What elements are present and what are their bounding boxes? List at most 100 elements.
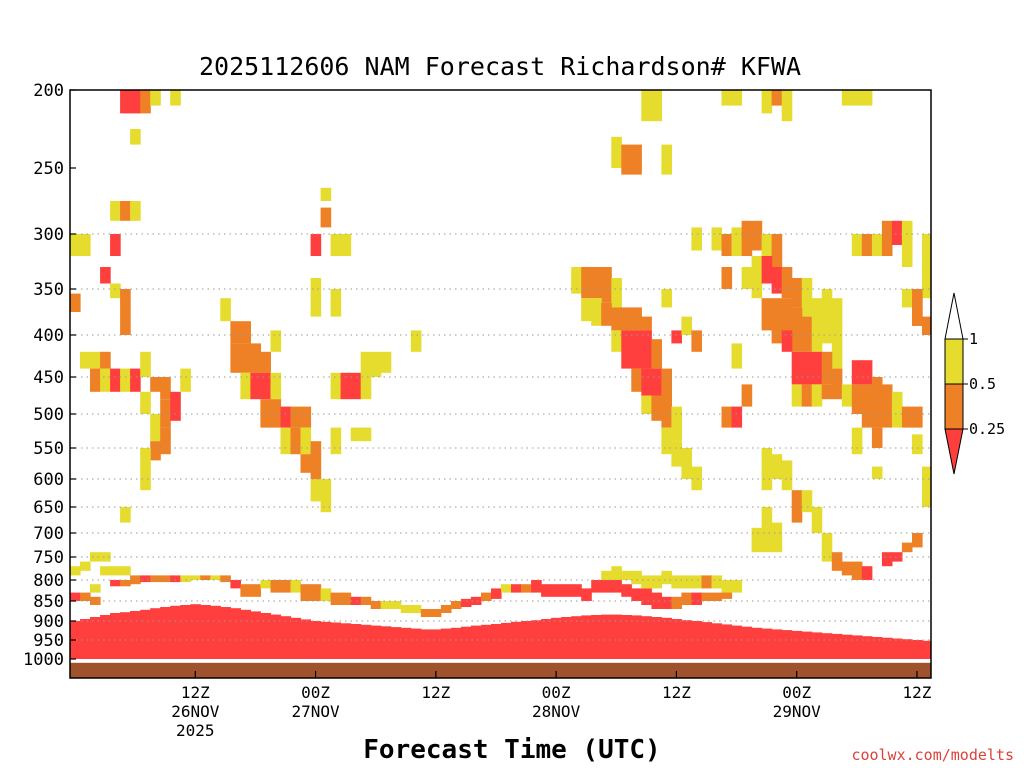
y-tick-label: 900 [33, 612, 64, 632]
richardson-cell [821, 289, 833, 344]
richardson-cell [721, 580, 733, 593]
boundary-layer-cell [460, 626, 472, 659]
richardson-cell [260, 399, 271, 428]
low-level-cell [190, 575, 201, 580]
richardson-cell [781, 298, 793, 344]
richardson-cell [320, 187, 332, 201]
richardson-cell [671, 330, 682, 344]
boundary-layer-cell [901, 639, 913, 659]
low-level-cell [701, 592, 713, 601]
boundary-layer-cell [390, 627, 402, 659]
richardson-cell [130, 368, 141, 392]
low-level-cell [521, 584, 532, 593]
richardson-cell [330, 427, 342, 455]
richardson-cell [340, 372, 352, 400]
richardson-cell [280, 427, 292, 455]
richardson-cell [741, 267, 753, 289]
boundary-layer-cell [440, 628, 452, 659]
boundary-layer-cell [791, 630, 803, 659]
richardson-cell [771, 298, 783, 344]
richardson-cell [651, 395, 662, 421]
richardson-cell [741, 384, 753, 407]
richardson-cell [861, 566, 873, 580]
richardson-cell [671, 575, 682, 589]
low-level-cell [270, 580, 282, 593]
boundary-layer-cell [701, 622, 713, 659]
low-level-cell [631, 588, 642, 601]
colorbar-bin-above-1 [944, 292, 964, 340]
y-tick-label: 600 [33, 470, 64, 490]
richardson-cell [130, 90, 141, 114]
boundary-layer-cell [591, 615, 602, 659]
richardson-cell [130, 201, 141, 221]
boundary-layer-cell [821, 633, 833, 659]
richardson-cell [100, 351, 111, 369]
richardson-cell [120, 289, 131, 335]
richardson-cell [751, 527, 763, 553]
low-level-cell [440, 605, 452, 613]
richardson-cell [150, 441, 161, 461]
low-level-cell [470, 596, 482, 605]
richardson-cell [761, 507, 773, 553]
x-tick-label: 12Z [421, 683, 450, 702]
boundary-layer-cell [631, 615, 642, 659]
richardson-cell [621, 307, 632, 331]
boundary-layer-cell [190, 604, 201, 659]
y-tick-label: 1000 [23, 650, 64, 670]
low-level-cell [531, 580, 542, 593]
low-level-cell [320, 588, 332, 601]
low-level-cell [140, 575, 151, 583]
richardson-cell [300, 427, 312, 455]
y-tick-label: 500 [33, 405, 64, 425]
richardson-cell [851, 384, 863, 414]
richardson-cell [240, 372, 251, 400]
richardson-cell [871, 377, 883, 428]
richardson-cell [771, 454, 783, 479]
boundary-layer-cell [881, 637, 893, 659]
low-level-cell [280, 580, 292, 593]
richardson-cell [641, 368, 652, 396]
x-tick-label: 00Z [301, 683, 330, 702]
richardson-cell [90, 552, 101, 562]
richardson-cell [811, 351, 823, 385]
richardson-cell [751, 220, 763, 251]
richardson-cell [380, 351, 392, 373]
boundary-layer-cell [741, 626, 753, 659]
boundary-layer-cell [410, 628, 422, 659]
boundary-layer-cell [721, 624, 733, 659]
richardson-cell [841, 90, 853, 106]
richardson-cell [360, 351, 372, 400]
richardson-cell [821, 384, 833, 400]
richardson-cell [741, 220, 753, 256]
boundary-layer-cell [220, 607, 231, 659]
colorbar-bin-0.25-0.5 [944, 383, 964, 430]
boundary-layer-cell [150, 608, 161, 659]
boundary-layer-cell [200, 605, 211, 659]
richardson-cell [841, 561, 853, 576]
richardson-cell [861, 399, 873, 428]
richardson-cell [310, 441, 322, 479]
x-tick-label: 00Z [542, 683, 571, 702]
richardson-cell [621, 144, 632, 175]
richardson-cell [831, 298, 843, 369]
richardson-cell [791, 278, 803, 308]
richardson-cell [891, 552, 903, 562]
richardson-cell [851, 234, 863, 256]
richardson-cell [691, 575, 702, 589]
richardson-cell [621, 570, 632, 580]
boundary-layer-cell [491, 624, 502, 659]
boundary-layer-cell [250, 611, 261, 659]
richardson-cell [641, 316, 652, 331]
richardson-cell [751, 256, 763, 299]
richardson-cell [330, 234, 342, 256]
low-level-cell [300, 584, 312, 601]
richardson-cell [270, 330, 282, 352]
low-level-cell [581, 588, 592, 601]
richardson-cell [270, 372, 282, 400]
richardson-cell [691, 227, 702, 251]
richardson-cell [150, 90, 161, 106]
richardson-cell [631, 144, 642, 175]
boundary-layer-cell [531, 620, 542, 659]
colorbar-legend: 0.25 0.5 1 [944, 292, 1005, 475]
richardson-cell [791, 351, 803, 385]
